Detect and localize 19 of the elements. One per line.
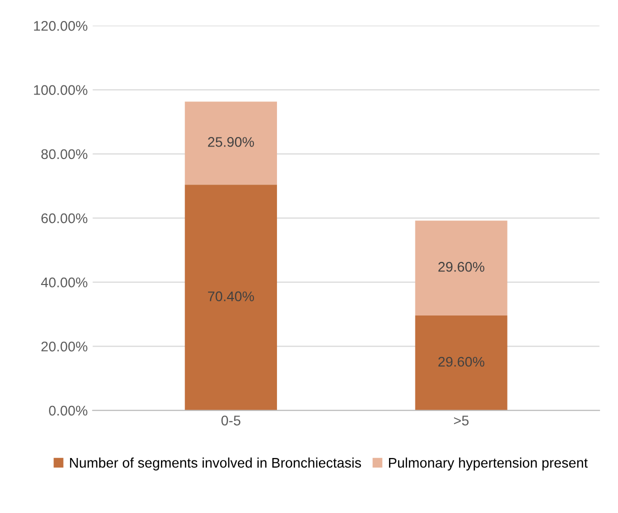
legend-label: Pulmonary hypertension present	[389, 458, 588, 470]
data-label: 25.90%	[208, 137, 254, 147]
data-label: 70.40%	[208, 291, 254, 302]
y-tick-label: 60.00%	[41, 213, 88, 224]
bar	[415, 315, 508, 410]
y-tick-label: 120.00%	[34, 20, 88, 31]
y-tick-label: 0.00%	[49, 406, 88, 416]
y-tick-label: 100.00%	[34, 85, 88, 95]
data-label: 29.60%	[438, 356, 484, 367]
bar	[184, 102, 277, 185]
bar	[415, 220, 508, 316]
x-tick-label: 0-5	[221, 416, 240, 426]
data-label: 29.60%	[438, 262, 484, 272]
y-tick-label: 80.00%	[41, 149, 88, 160]
y-tick-label: 20.00%	[41, 342, 88, 352]
y-tick-label: 40.00%	[41, 277, 88, 288]
x-tick-label: >5	[454, 416, 469, 426]
bar	[184, 184, 277, 410]
legend-label: Number of segments involved in Bronchiectasis	[70, 458, 362, 470]
